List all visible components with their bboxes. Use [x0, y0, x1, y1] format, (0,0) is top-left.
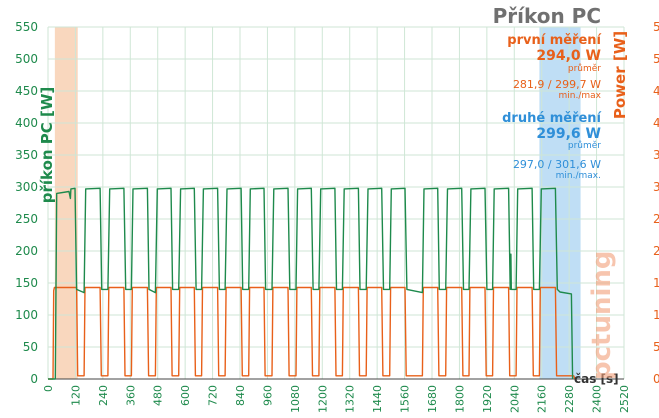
- y-tick-label-right: 150: [653, 276, 659, 290]
- x-tick-label: 2040: [508, 385, 521, 413]
- first-measurement-range-note: min./max: [559, 91, 602, 101]
- y-tick-label-right: 200: [653, 244, 659, 258]
- x-tick-label: 720: [207, 385, 220, 406]
- y-tick-label-right: 300: [653, 180, 659, 194]
- second-measurement-average-note: průměr: [568, 140, 601, 151]
- x-tick-label: 1920: [481, 385, 494, 413]
- second-measurement-heading: druhé měření: [502, 111, 602, 126]
- y-axis-label-left: příkon PC [W]: [38, 87, 56, 204]
- chart-title: Příkon PC: [493, 4, 601, 28]
- x-tick-label: 960: [261, 385, 274, 406]
- x-tick-label: 2160: [536, 385, 549, 413]
- x-axis-label: čas [s]: [574, 372, 619, 386]
- first-measurement-average: 294,0 W: [536, 48, 601, 64]
- y-axis-label-right: Power [W]: [611, 31, 629, 119]
- y-tick-label-left: 450: [15, 84, 38, 98]
- x-tick-label: 1440: [371, 385, 384, 413]
- y-tick-label-right: 450: [653, 84, 659, 98]
- x-tick-label: 120: [69, 385, 82, 406]
- y-tick-label-left: 400: [15, 116, 38, 130]
- y-tick-label-left: 0: [30, 372, 38, 386]
- y-tick-label-right: 50: [653, 340, 659, 354]
- y-tick-label-right: 550: [653, 20, 659, 34]
- y-tick-label-right: 0: [653, 372, 659, 386]
- series-line-orange: [48, 286, 576, 380]
- x-tick-label: 1800: [453, 385, 466, 413]
- x-tick-label: 1080: [289, 385, 302, 413]
- x-tick-label: 1560: [399, 385, 412, 413]
- y-tick-label-left: 150: [15, 276, 38, 290]
- x-tick-label: 1680: [426, 385, 439, 413]
- x-tick-label: 480: [152, 385, 165, 406]
- x-tick-label: 0: [42, 385, 55, 392]
- y-tick-label-left: 250: [15, 212, 38, 226]
- x-tick-label: 2520: [618, 385, 631, 413]
- y-tick-label-right: 350: [653, 148, 659, 162]
- y-tick-label-right: 250: [653, 212, 659, 226]
- series-line-green: [48, 187, 574, 380]
- shaded-region-2: [539, 27, 581, 379]
- x-tick-label: 360: [124, 385, 137, 406]
- y-tick-label-right: 500: [653, 52, 659, 66]
- x-tick-label: 1320: [344, 385, 357, 413]
- y-tick-label-left: 500: [15, 52, 38, 66]
- y-tick-label-left: 300: [15, 180, 38, 194]
- y-tick-label-right: 100: [653, 308, 659, 322]
- x-tick-label: 240: [97, 385, 110, 406]
- y-tick-label-right: 400: [653, 116, 659, 130]
- x-tick-label: 2400: [591, 385, 604, 413]
- y-tick-label-left: 100: [15, 308, 38, 322]
- x-tick-label: 600: [179, 385, 192, 406]
- y-tick-label-left: 50: [23, 340, 38, 354]
- x-tick-label: 2280: [563, 385, 576, 413]
- y-tick-label-left: 200: [15, 244, 38, 258]
- x-tick-label: 840: [234, 385, 247, 406]
- first-measurement-range: 281,9 / 299,7 W: [513, 78, 601, 91]
- watermark-logo: pctuning: [587, 250, 617, 380]
- y-tick-label-left: 550: [15, 20, 38, 34]
- shaded-region-1: [54, 27, 78, 379]
- x-tick-label: 1200: [316, 385, 329, 413]
- first-measurement-heading: první měření: [507, 33, 602, 48]
- second-measurement-range-note: min./max.: [556, 171, 601, 181]
- second-measurement-average: 299,6 W: [536, 126, 601, 142]
- y-tick-label-left: 350: [15, 148, 38, 162]
- second-measurement-range: 297,0 / 301,6 W: [513, 158, 601, 171]
- first-measurement-average-note: průměr: [568, 63, 601, 74]
